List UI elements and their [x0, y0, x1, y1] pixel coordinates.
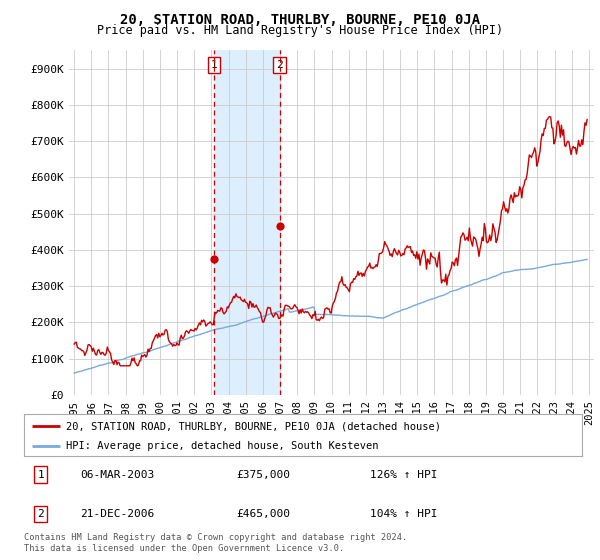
Point — [275, 222, 284, 231]
Text: 1: 1 — [211, 60, 218, 70]
Text: 126% ↑ HPI: 126% ↑ HPI — [370, 470, 437, 479]
Text: Contains HM Land Registry data © Crown copyright and database right 2024.
This d: Contains HM Land Registry data © Crown c… — [24, 533, 407, 553]
Text: 20, STATION ROAD, THURLBY, BOURNE, PE10 0JA: 20, STATION ROAD, THURLBY, BOURNE, PE10 … — [120, 13, 480, 27]
Text: 104% ↑ HPI: 104% ↑ HPI — [370, 509, 437, 519]
Bar — [214, 50, 280, 395]
Text: £465,000: £465,000 — [236, 509, 290, 519]
Text: 20, STATION ROAD, THURLBY, BOURNE, PE10 0JA (detached house): 20, STATION ROAD, THURLBY, BOURNE, PE10 … — [66, 421, 441, 431]
Text: 2: 2 — [276, 60, 283, 70]
Text: Price paid vs. HM Land Registry's House Price Index (HPI): Price paid vs. HM Land Registry's House … — [97, 24, 503, 37]
Text: 1: 1 — [37, 470, 44, 479]
Text: £375,000: £375,000 — [236, 470, 290, 479]
Text: 2: 2 — [37, 509, 44, 519]
Text: HPI: Average price, detached house, South Kesteven: HPI: Average price, detached house, Sout… — [66, 441, 379, 451]
Point — [209, 254, 219, 263]
Text: 06-MAR-2003: 06-MAR-2003 — [80, 470, 154, 479]
Text: 21-DEC-2006: 21-DEC-2006 — [80, 509, 154, 519]
